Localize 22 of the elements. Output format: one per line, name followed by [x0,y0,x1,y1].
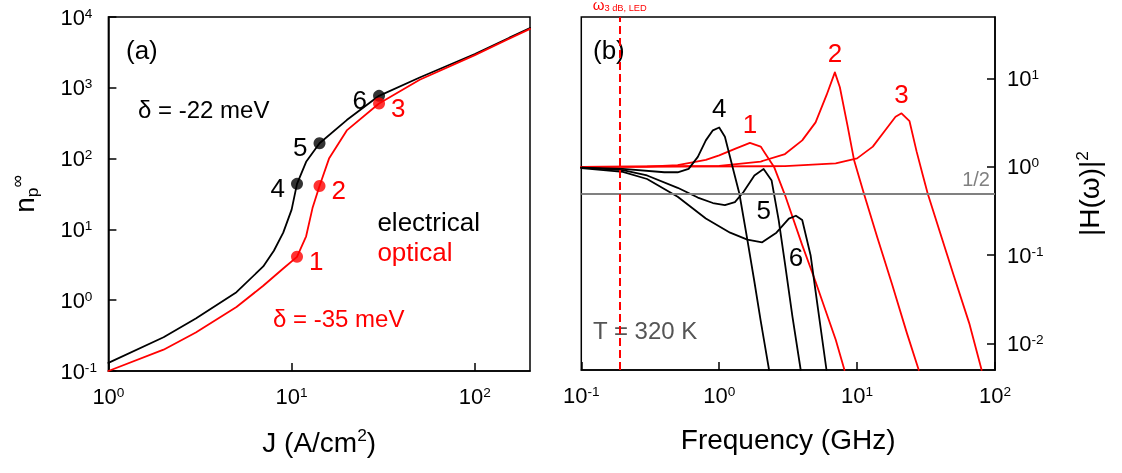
series-label: 4 [711,93,727,124]
annotation: δ = -22 meV [138,95,270,123]
annotation: 4 [270,172,286,203]
annotation: 3 [391,92,406,123]
annotation: δ = -35 meV [273,304,405,332]
text: electrical [377,206,480,237]
annotation: 2 [331,175,346,206]
series-label: 1 [742,108,758,139]
ref-line-label: 1/2 [962,167,990,190]
ref-line-label: ω3 dB, LED [592,0,648,13]
text: optical [377,236,453,267]
y-axis-title: |H(ω)|2 [1071,151,1105,236]
series-label: 6 [788,241,804,272]
y-axis-title: np∞ [6,175,42,213]
annotation: 1 [309,245,324,276]
annotation: 6 [352,84,368,115]
annotation: (a) [126,35,158,65]
annotation: 5 [293,132,308,163]
series-label: 5 [756,194,771,225]
series-label: 3 [894,79,909,110]
series-label: 2 [827,38,843,69]
x-axis-title: Frequency (GHz) [680,423,896,455]
